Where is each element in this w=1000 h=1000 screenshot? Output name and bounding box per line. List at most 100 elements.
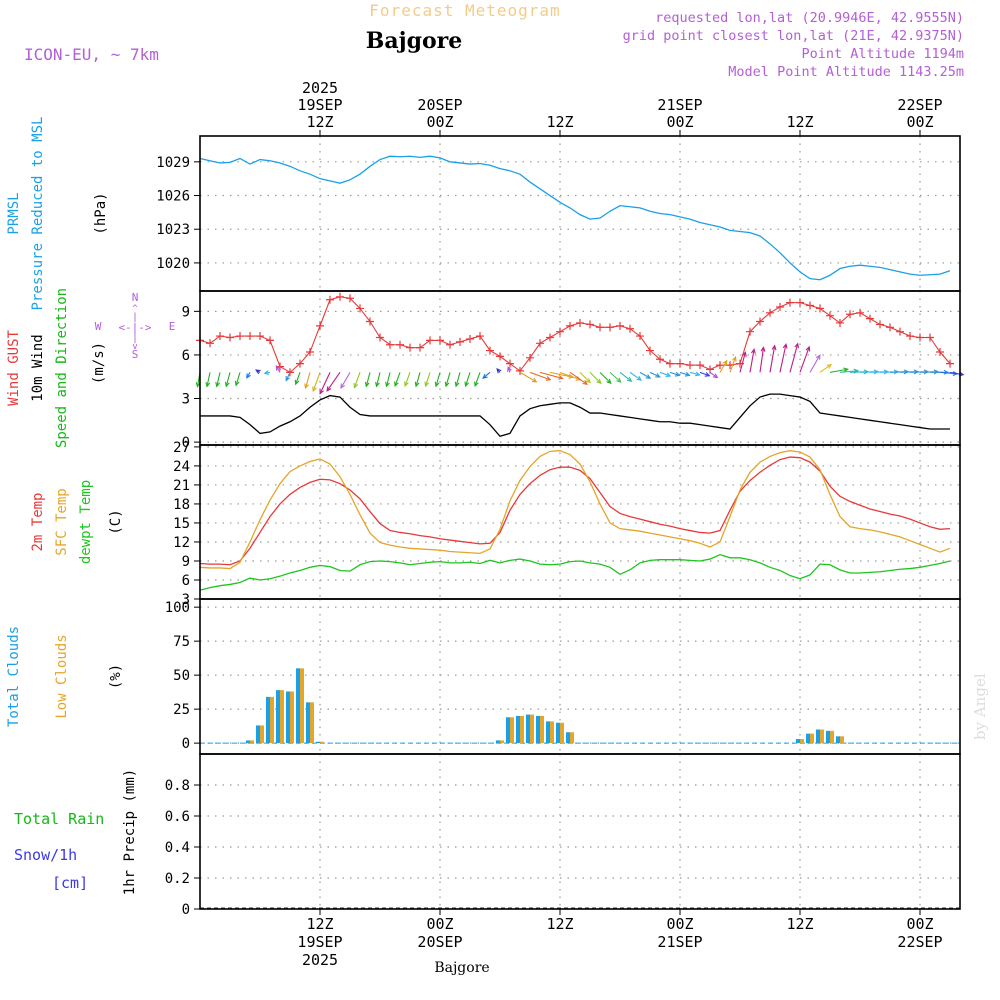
wind-arrow [739, 351, 747, 373]
gust-marker [576, 318, 584, 327]
wind-arrow-shaft [599, 371, 612, 384]
wind-arrow-shaft [319, 372, 331, 394]
wind-arrow-shaft [839, 370, 858, 373]
wind-arrow [404, 372, 411, 388]
wind-arrow [709, 371, 719, 379]
y-tick-label: 1026 [156, 189, 190, 205]
wind-arrow-head [224, 381, 230, 388]
wind-arrow [689, 371, 701, 377]
wind-arrow [474, 372, 481, 388]
wind-arrow-shaft [799, 346, 810, 373]
gust-marker [786, 298, 794, 307]
time-label-bottom: 00Z [426, 915, 453, 933]
bar-low-clouds [810, 733, 814, 744]
gust-marker [866, 314, 874, 323]
wind-arrow [589, 371, 602, 385]
wind-arrow-shaft [404, 372, 411, 387]
wind-arrow-head [665, 372, 672, 378]
wind-arrow-head [340, 383, 346, 390]
wind-arrow-shaft [579, 371, 591, 383]
time-label-top: 21SEP [657, 96, 702, 114]
wind-arrow-head [606, 378, 612, 385]
plot-layer: 1020 1023 1026 1029 PRMSL Pressure Reduced to… [6, 79, 965, 969]
model-altitude: Model Point Altitude 1143.25m [728, 64, 964, 80]
y-tick-label: 27 [173, 440, 190, 456]
gust-marker [486, 346, 494, 355]
gust-marker [696, 361, 704, 370]
series-line-sfc-temp [199, 450, 951, 570]
y-tick-label: 0 [182, 435, 190, 451]
wind-arrow [599, 371, 612, 385]
y-tick-label: 75 [173, 634, 190, 650]
y-tick-label: 21 [173, 478, 190, 494]
wind-arrow-shaft [829, 368, 848, 373]
wind-arrow [769, 344, 777, 373]
series-line-2m-temp [199, 456, 951, 566]
wind-arrow-head [275, 365, 281, 371]
bar-low-clouds [520, 715, 524, 744]
wind-arrow [285, 372, 291, 382]
wind-arrow-head [782, 342, 788, 349]
y-tick-label: 1020 [156, 256, 190, 272]
y-tick-label: 0.4 [165, 840, 190, 856]
wind-arrow-shaft [455, 372, 461, 387]
location-title: Bajgore [366, 28, 462, 54]
wind-arrow-head [319, 389, 324, 395]
wind-arrow-shaft [669, 371, 680, 376]
time-label-top: 20SEP [417, 96, 462, 114]
bar-total-clouds [246, 740, 250, 744]
time-label-bottom: 22SEP [897, 933, 942, 951]
wind-arrow-head [454, 381, 460, 388]
wind-arrow-head [626, 376, 633, 383]
bar-low-clouds [800, 739, 804, 744]
compass-mark: ^ [132, 304, 138, 314]
bar-low-clouds [300, 668, 304, 744]
gust-marker [816, 304, 824, 313]
wind-arrow-shaft [809, 354, 821, 373]
wind-arrow-shaft [435, 372, 441, 387]
bar-total-clouds [276, 690, 280, 744]
wind-arrow-head [750, 348, 756, 354]
wind-arrow-head [636, 375, 643, 381]
time-label-top: 00Z [906, 113, 933, 131]
wind-arrow-head [760, 346, 766, 352]
footer-location: Bajgore [434, 960, 489, 976]
wind-arrow [719, 359, 728, 373]
bar-total-clouds [266, 696, 270, 744]
time-label-bottom: 12Z [306, 915, 333, 933]
wind-arrow-shaft [709, 371, 718, 378]
wind-arrow-shaft [474, 372, 481, 387]
bar-low-clouds [320, 741, 324, 744]
gust-marker [616, 321, 624, 330]
wind-arrow-head [434, 381, 440, 388]
wind-arrow-shaft [689, 371, 700, 376]
bar-total-clouds [286, 691, 290, 744]
wind-arrow [326, 372, 341, 392]
series-line-wind-gust [199, 296, 951, 374]
wind-arrow-head [531, 377, 538, 383]
wind-arrow-shaft [749, 349, 755, 373]
wind-arrow-head [585, 378, 592, 384]
gust-marker [526, 353, 534, 362]
wind-arrow-head [215, 381, 221, 388]
wind-arrow [809, 354, 821, 373]
unit-label: (hPa) [93, 192, 109, 234]
wind-arrow [949, 371, 965, 377]
wind-arrow-shaft [619, 371, 632, 382]
time-label-bottom: 00Z [666, 915, 693, 933]
gust-marker [856, 308, 864, 317]
bar-total-clouds [296, 668, 300, 744]
bar-low-clouds [510, 717, 514, 744]
wind-arrow [759, 346, 766, 373]
gust-marker [846, 310, 854, 319]
gust-marker [286, 368, 294, 377]
unit-label: (%) [108, 664, 124, 689]
wind-arrow [424, 372, 431, 388]
gust-marker [316, 321, 324, 330]
time-label-bottom: 12Z [546, 915, 573, 933]
wind-arrow-shaft [415, 372, 421, 387]
wind-arrow-head [312, 386, 317, 393]
gust-marker [596, 323, 604, 332]
wind-arrow-head [394, 381, 399, 388]
series-line-prmsl [199, 155, 951, 281]
